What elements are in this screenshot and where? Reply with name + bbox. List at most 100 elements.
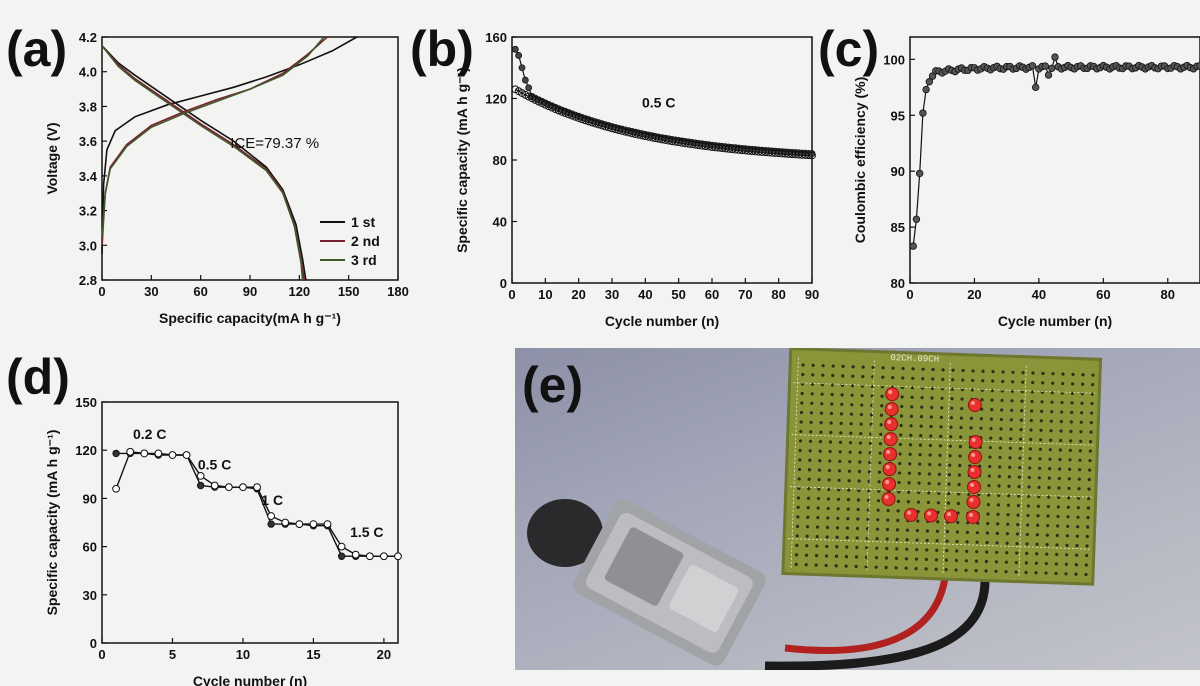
board-hole	[967, 492, 971, 496]
x-tick-label: 90	[805, 287, 819, 302]
board-hole	[808, 458, 812, 462]
board-hole	[1086, 525, 1090, 529]
board-hole	[998, 455, 1002, 460]
plot-frame	[101, 401, 399, 644]
board-hole	[1037, 495, 1041, 499]
board-hole	[908, 452, 912, 456]
x-tick-label: 30	[144, 284, 158, 299]
board-hole	[1058, 457, 1062, 462]
y-tick-label: 100	[883, 52, 905, 67]
board-hole	[954, 558, 959, 563]
board-hole	[1054, 562, 1058, 566]
rate-label-2: 0.5 C	[198, 456, 231, 472]
board-grid-line	[866, 360, 875, 571]
ice-annotation: ICE=79.37 %	[230, 135, 319, 152]
board-hole	[1038, 447, 1042, 451]
board-hole	[975, 531, 980, 535]
board-hole	[859, 412, 864, 417]
board-hole	[855, 526, 860, 531]
board-hole	[1058, 467, 1062, 471]
discharge-point	[126, 447, 135, 456]
board-hole	[1086, 515, 1090, 520]
board-hole	[856, 517, 860, 521]
board-hole	[854, 564, 858, 569]
board-hole	[836, 516, 840, 520]
board-hole	[988, 464, 992, 469]
board-hole	[1007, 475, 1011, 479]
board-hole	[1004, 560, 1009, 564]
board-hole	[948, 463, 952, 467]
board-hole	[940, 406, 944, 410]
board-hole	[1051, 372, 1055, 376]
board-hole	[988, 455, 992, 459]
board-hole	[941, 377, 945, 381]
board-hole	[921, 367, 925, 371]
board-hole	[1078, 449, 1082, 453]
ce-point	[915, 169, 924, 178]
board-hole	[996, 503, 1000, 507]
board-hole	[1088, 449, 1092, 453]
board-hole	[986, 521, 990, 526]
board-hole	[994, 560, 999, 564]
board-hole	[974, 559, 979, 563]
y-tick-label: 3.6	[79, 134, 97, 149]
x-tick-label: 30	[605, 287, 619, 302]
board-hole	[844, 555, 849, 559]
board-hole	[817, 478, 821, 482]
board-hole	[915, 538, 919, 542]
board-hole	[1069, 439, 1073, 443]
board-hole	[1029, 437, 1033, 442]
discharge-point	[196, 472, 205, 480]
x-tick-label: 0	[98, 647, 105, 662]
board-hole	[1008, 456, 1012, 460]
board-hole	[815, 544, 819, 548]
board-hole	[1044, 571, 1048, 575]
board-hole	[961, 378, 965, 382]
discharge-point	[380, 552, 388, 561]
board-hole	[897, 480, 901, 485]
board-hole	[821, 373, 825, 377]
board-hole	[1001, 370, 1005, 374]
board-hole	[828, 459, 832, 463]
board-hole	[1066, 515, 1070, 519]
board-hole	[1091, 373, 1095, 377]
board-hole	[1027, 475, 1031, 480]
ce-line	[912, 55, 1200, 247]
board-hole	[936, 501, 941, 505]
board-hole	[848, 441, 853, 445]
board-hole	[866, 517, 870, 521]
board-hole	[964, 559, 969, 563]
board-hole	[927, 472, 932, 476]
board-hole	[796, 496, 801, 500]
board-hole	[1039, 428, 1043, 432]
board-hole	[1069, 429, 1073, 433]
board-hole	[960, 397, 964, 401]
led-highlight	[886, 435, 891, 440]
ce-point	[909, 242, 917, 250]
led-highlight	[887, 405, 892, 410]
board-hole	[958, 454, 962, 458]
board-hole	[1066, 524, 1070, 528]
board-hole	[808, 439, 813, 443]
board-hole	[916, 519, 920, 523]
board-hole	[851, 365, 855, 369]
ce-point	[1051, 53, 1059, 61]
board-hole	[1059, 419, 1063, 424]
y-tick-label: 90	[83, 491, 97, 506]
board-hole	[999, 417, 1003, 422]
board-hole	[895, 537, 899, 541]
board-hole	[818, 449, 822, 453]
red-led	[903, 507, 918, 522]
board-hole	[1056, 524, 1060, 528]
board-hole	[827, 487, 831, 492]
board-hole	[819, 411, 824, 415]
x-tick-label: 70	[738, 287, 752, 302]
board-hole	[795, 534, 799, 538]
board-hole	[894, 566, 898, 570]
board-hole	[1078, 468, 1082, 472]
board-hole	[879, 432, 883, 436]
board-hole	[1004, 570, 1008, 574]
board-hole	[796, 515, 800, 519]
board-hole	[955, 539, 959, 544]
